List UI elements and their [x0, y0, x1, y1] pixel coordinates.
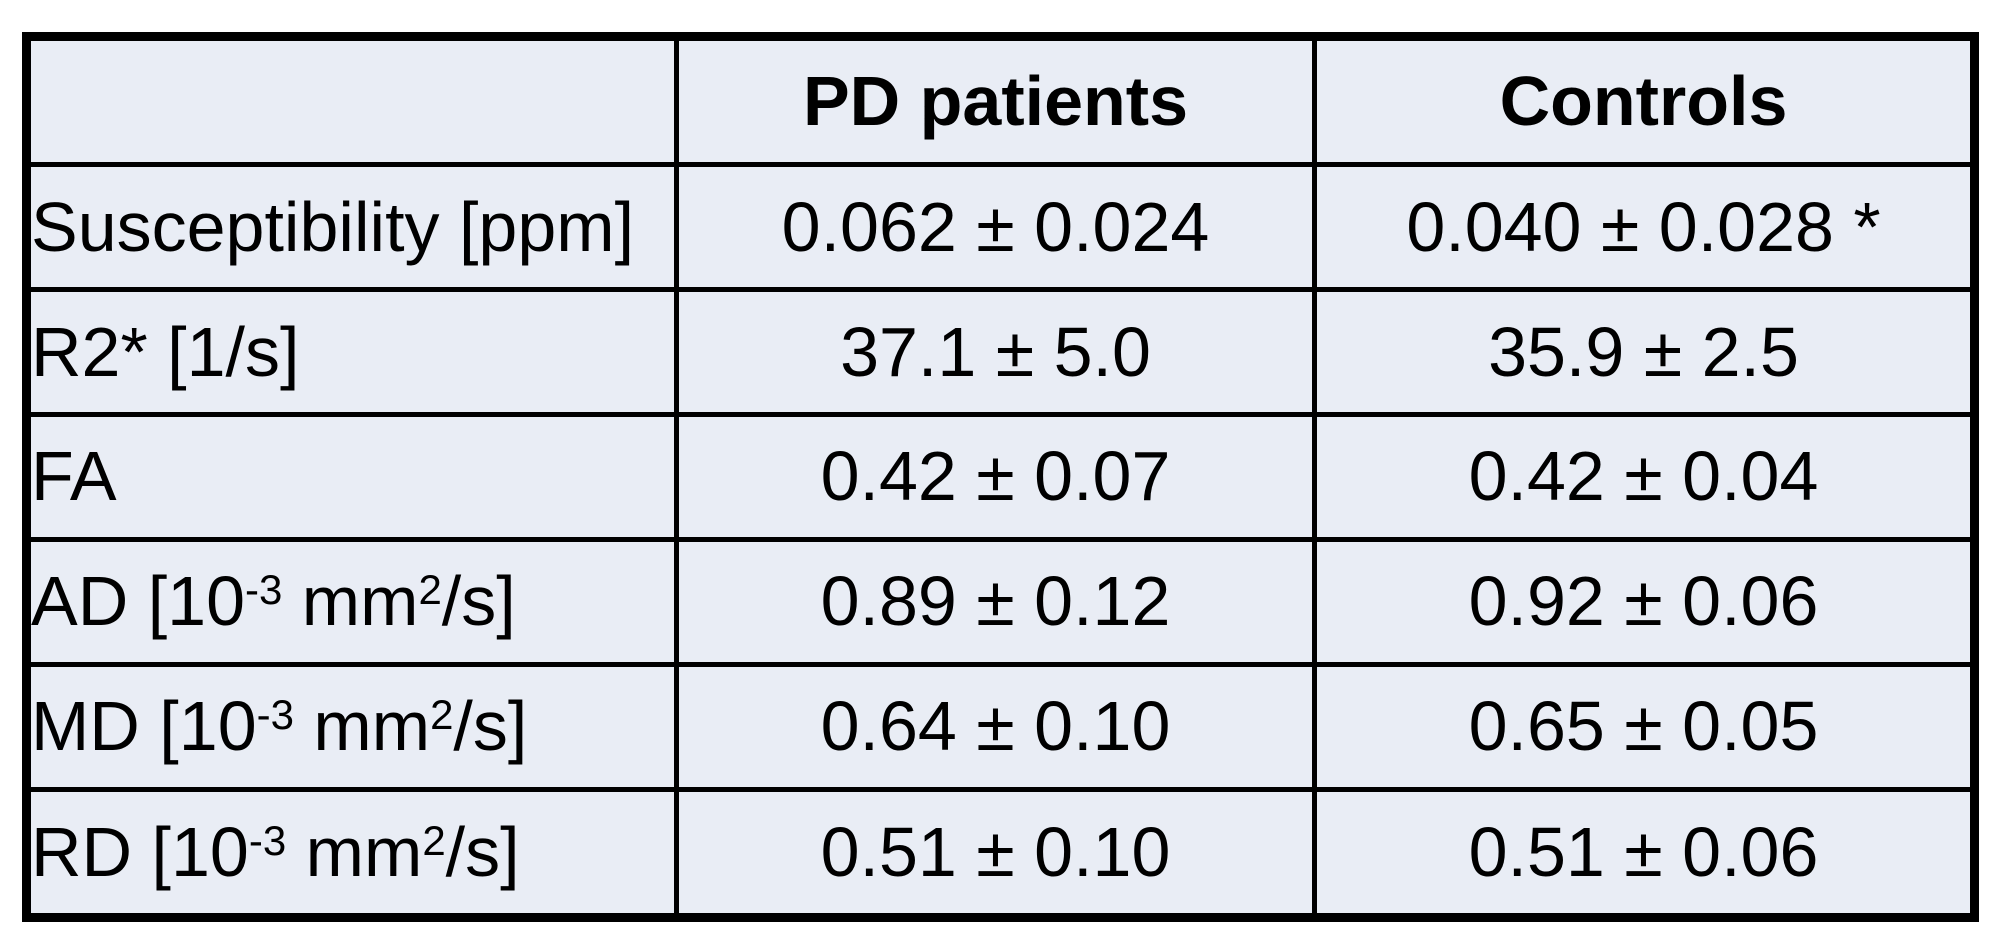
row-label-r2star: R2* [1/s]: [24, 287, 679, 417]
controls-value-fa: 0.42 ± 0.04: [1312, 412, 1977, 542]
header-row: PD patients Controls: [24, 33, 1977, 168]
controls-value-susceptibility: 0.040 ± 0.028 *: [1312, 162, 1977, 293]
pd-vs-controls-metrics-table: PD patients Controls Susceptibility [ppm…: [22, 32, 1979, 922]
row-label-rd: RD [10-3 mm2/s]: [24, 786, 679, 921]
pd-value-ad: 0.89 ± 0.12: [674, 536, 1317, 667]
table-row-md: MD [10-3 mm2/s] 0.64 ± 0.10 0.65 ± 0.05: [24, 661, 1977, 792]
pd-value-md: 0.64 ± 0.10: [674, 661, 1317, 792]
row-label-ad: AD [10-3 mm2/s]: [24, 536, 679, 667]
pd-value-rd: 0.51 ± 0.10: [674, 786, 1317, 921]
controls-value-r2star: 35.9 ± 2.5: [1312, 287, 1977, 417]
table-row-rd: RD [10-3 mm2/s] 0.51 ± 0.10 0.51 ± 0.06: [24, 786, 1977, 921]
controls-value-ad: 0.92 ± 0.06: [1312, 536, 1977, 667]
table-row-r2star: R2* [1/s] 37.1 ± 5.0 35.9 ± 2.5: [24, 287, 1977, 417]
controls-value-md: 0.65 ± 0.05: [1312, 661, 1977, 792]
row-label-fa: FA: [24, 412, 679, 542]
pd-value-fa: 0.42 ± 0.07: [674, 412, 1317, 542]
row-label-md: MD [10-3 mm2/s]: [24, 661, 679, 792]
table-row-ad: AD [10-3 mm2/s] 0.89 ± 0.12 0.92 ± 0.06: [24, 536, 1977, 667]
controls-value-rd: 0.51 ± 0.06: [1312, 786, 1977, 921]
table-row-fa: FA 0.42 ± 0.07 0.42 ± 0.04: [24, 412, 1977, 542]
pd-value-r2star: 37.1 ± 5.0: [674, 287, 1317, 417]
header-pd-patients: PD patients: [674, 33, 1317, 168]
header-empty-cell: [24, 33, 679, 168]
pd-value-susceptibility: 0.062 ± 0.024: [674, 162, 1317, 293]
header-controls: Controls: [1312, 33, 1977, 168]
row-label-susceptibility: Susceptibility [ppm]: [24, 162, 679, 293]
table-row-susceptibility: Susceptibility [ppm] 0.062 ± 0.024 0.040…: [24, 162, 1977, 293]
